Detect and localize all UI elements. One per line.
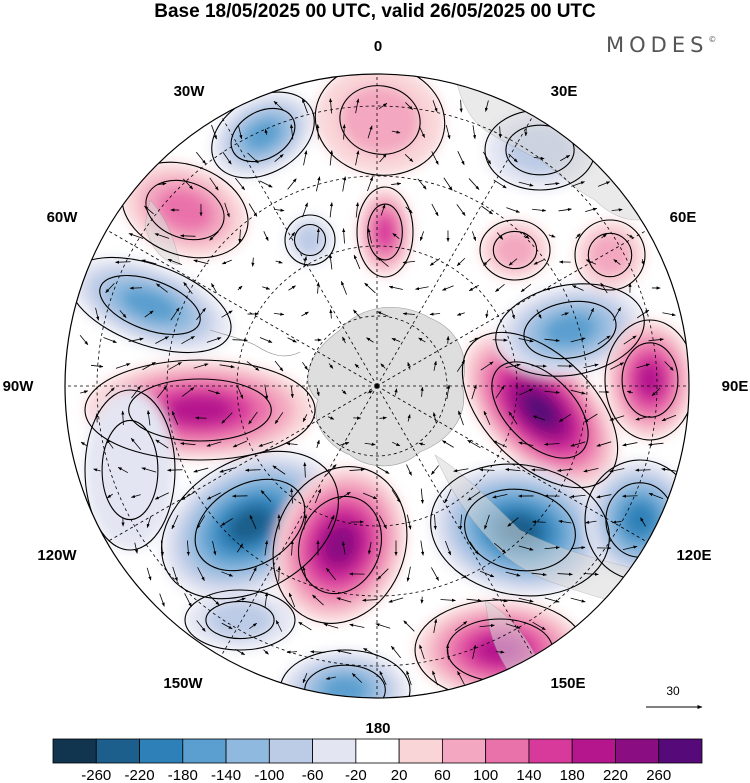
- colorbar-tick-label: 260: [646, 767, 671, 783]
- colorbar-swatch: [268, 738, 314, 764]
- colorbar: -260 -220 -180 -140 -100 -60 -20 20 60 100 140 180 2…: [52, 738, 703, 783]
- colorbar-tick-label: 20: [391, 767, 408, 783]
- colorbar-swatch: [441, 738, 487, 764]
- colorbar-swatch: [658, 738, 703, 764]
- colorbar-swatch: [398, 738, 443, 764]
- reference-vector-label: 30: [666, 684, 680, 698]
- label-lon-180: 180: [365, 720, 390, 737]
- copyright-mark: ©: [708, 35, 717, 44]
- colorbar-tick-label: -260: [81, 767, 111, 783]
- antarctica-landmass: [209, 307, 465, 467]
- map-border: [64, 73, 690, 699]
- colorbar-swatch: [182, 738, 227, 764]
- label-lon-0: 0: [374, 38, 382, 55]
- colorbar-swatch: [312, 738, 357, 764]
- colorbar-tick-label: 180: [560, 767, 585, 783]
- contour-lines: [68, 74, 689, 698]
- label-lon-30w: 30W: [174, 83, 206, 100]
- colorbar-tick-label: -180: [168, 767, 198, 783]
- colorbar-tick-label: -220: [125, 767, 155, 783]
- colorbar-swatch: [52, 738, 97, 764]
- anomaly-field: [65, 74, 689, 698]
- label-lon-150w: 150W: [163, 675, 203, 692]
- colorbar-swatch: [95, 738, 140, 764]
- colorbar-swatch: [139, 738, 184, 764]
- colorbar-swatch: [571, 738, 616, 764]
- colorbar-tick-label: -60: [302, 767, 324, 783]
- label-lon-120w: 120W: [37, 547, 77, 564]
- longitude-labels: 0 30E 60E 90E 120E 150E 180 150W 120W 90…: [3, 38, 749, 737]
- colorbar-tick-label: -100: [254, 767, 284, 783]
- colorbar-swatch: [615, 738, 660, 764]
- colorbar-swatch: [485, 738, 530, 764]
- label-lon-120e: 120E: [676, 547, 711, 564]
- south-pole-marker: [374, 383, 380, 389]
- colorbar-swatch: [225, 738, 270, 764]
- label-lon-60w: 60W: [47, 209, 79, 226]
- colorbar-swatch: [355, 738, 400, 764]
- label-lon-30e: 30E: [551, 83, 578, 100]
- reference-vector: 30: [646, 684, 703, 709]
- colorbar-tick-label: -140: [211, 767, 241, 783]
- map-title: Base 18/05/2025 00 UTC, valid 26/05/2025…: [154, 1, 596, 22]
- colorbar-tick-label: 220: [603, 767, 628, 783]
- colorbar-tick-label: -20: [345, 767, 367, 783]
- label-lon-60e: 60E: [670, 209, 697, 226]
- brand-name: MODES: [606, 33, 709, 57]
- colorbar-tick-label: 100: [473, 767, 498, 783]
- colorbar-tick-label: 140: [516, 767, 541, 783]
- label-lon-150e: 150E: [550, 675, 585, 692]
- label-lon-90w: 90W: [3, 378, 35, 395]
- label-lon-90e: 90E: [722, 378, 749, 395]
- colorbar-swatch: [528, 738, 573, 764]
- modes-logo: MODES©: [606, 33, 716, 57]
- colorbar-tick-label: 60: [434, 767, 451, 783]
